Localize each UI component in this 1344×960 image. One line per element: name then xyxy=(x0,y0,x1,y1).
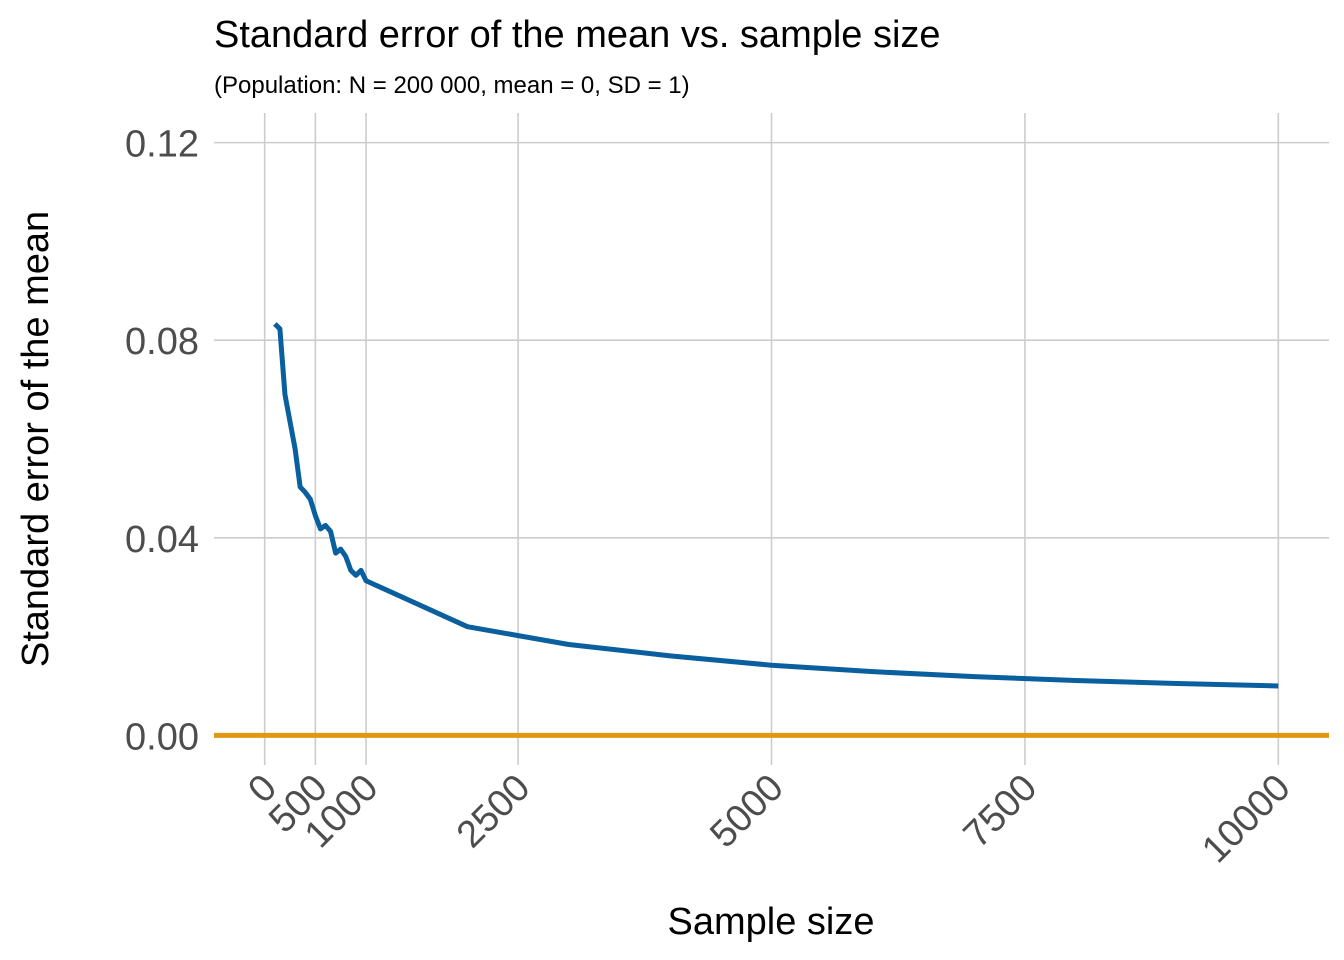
x-tick-label: 2500 xyxy=(449,767,538,856)
x-axis-title: Sample size xyxy=(668,901,875,943)
y-tick-label: 0.00 xyxy=(125,716,199,758)
chart-title: Standard error of the mean vs. sample si… xyxy=(214,14,941,56)
y-tick-label: 0.04 xyxy=(125,519,199,561)
chart-subtitle: (Population: N = 200 000, mean = 0, SD =… xyxy=(214,72,690,99)
y-tick-labels: 0.00 0.04 0.08 0.12 xyxy=(125,124,199,759)
y-tick-label: 0.08 xyxy=(125,321,199,363)
x-tick-label: 10000 xyxy=(1194,767,1298,871)
y-tick-label: 0.12 xyxy=(125,124,199,166)
x-tick-label: 7500 xyxy=(956,767,1045,856)
x-tick-label: 5000 xyxy=(702,767,791,856)
grid xyxy=(214,113,1329,765)
y-axis-title: Standard error of the mean xyxy=(15,211,57,667)
series-line xyxy=(273,322,1279,689)
series-group xyxy=(273,322,1279,689)
